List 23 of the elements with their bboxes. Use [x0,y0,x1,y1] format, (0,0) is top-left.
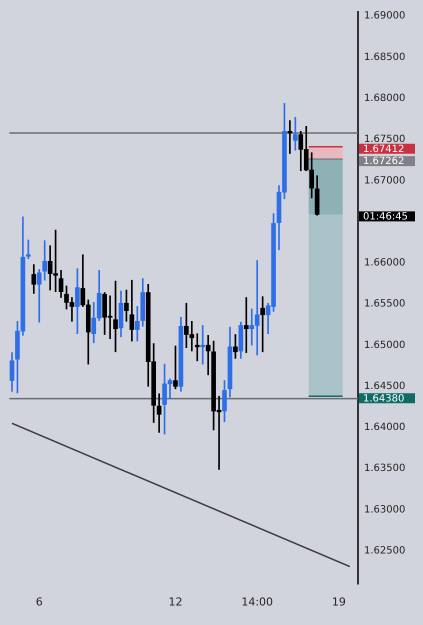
x-tick-label: 6 [36,595,43,608]
y-tick-label: 1.66000 [364,258,406,269]
y-tick-label: 1.68000 [364,92,406,104]
y-tick-label: 1.63000 [364,504,406,516]
ref-line-label: 1.67262 [363,156,404,168]
candlestick [113,280,118,352]
y-tick-label: 1.69000 [364,10,406,22]
x-tick-label: 12 [168,595,182,608]
y-tick-label: 1.68500 [364,52,406,63]
y-tick-label: 1.67000 [364,175,406,186]
y-tick-label: 1.62500 [364,545,406,556]
y-tick-label: 1.67500 [364,134,406,146]
x-tick-label: 19 [332,595,346,608]
y-tick-label: 1.65500 [364,298,406,310]
y-tick-label: 1.63500 [364,463,406,474]
ref-line-label: 1.64380 [363,393,404,404]
y-tick-label: 1.64500 [364,380,406,392]
candlestick [173,346,178,390]
text: 01:46:45 [363,211,408,222]
y-tick-label: 1.65000 [364,340,406,351]
y-tick-label: 1.64000 [364,422,406,434]
ref-line-label: 1.67412 [363,144,404,155]
x-tick-label: 14:00 [241,595,274,608]
